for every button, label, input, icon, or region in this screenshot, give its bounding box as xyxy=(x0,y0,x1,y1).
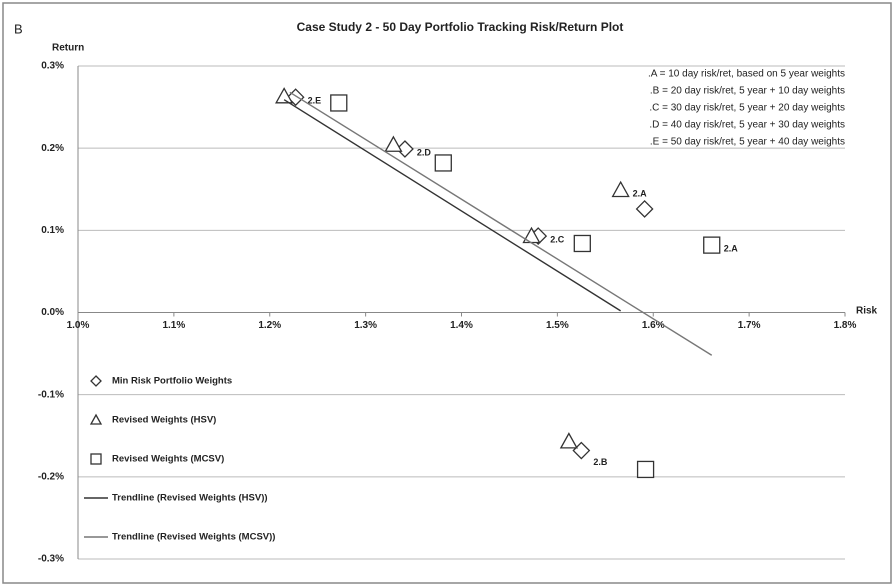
diamond-marker xyxy=(635,200,654,218)
point-label: 2.A xyxy=(724,243,739,253)
trendline xyxy=(283,99,622,312)
panel-label: B xyxy=(14,21,23,36)
point-label: 2.D xyxy=(417,147,432,157)
triangle-marker xyxy=(275,87,294,104)
square-marker xyxy=(90,453,102,465)
x-tick-label: 1.7% xyxy=(738,320,761,331)
chart-title: Case Study 2 - 50 Day Portfolio Tracking… xyxy=(297,20,624,34)
point-label: 2.B xyxy=(593,457,608,467)
point-label: 2.E xyxy=(308,96,322,106)
y-axis-title: Return xyxy=(52,43,84,54)
triangle-marker xyxy=(559,432,578,449)
diamond-marker xyxy=(396,140,414,158)
y-tick-label: 0.1% xyxy=(41,225,64,236)
square-marker xyxy=(636,460,655,479)
y-tick-label: -0.3% xyxy=(38,554,64,565)
point-label: 2.C xyxy=(550,234,565,244)
y-tick-label: -0.2% xyxy=(38,471,64,482)
square-marker xyxy=(703,236,721,254)
triangle-marker xyxy=(384,135,403,152)
x-tick-label: 1.2% xyxy=(258,320,281,331)
note: .A = 10 day risk/ret, based on 5 year we… xyxy=(648,69,845,80)
note: .E = 50 day risk/ret, 5 year + 40 day we… xyxy=(650,137,845,148)
square-marker xyxy=(330,94,348,112)
square-marker xyxy=(573,234,591,253)
legend-label: Trendline (Revised Weights (MCSV)) xyxy=(112,532,275,543)
note: .D = 40 day risk/ret, 5 year + 30 day we… xyxy=(649,120,845,131)
square-marker xyxy=(434,154,452,172)
diamond-marker xyxy=(286,88,305,107)
x-tick-label: 1.8% xyxy=(834,320,857,331)
x-tick-label: 1.0% xyxy=(67,320,90,331)
notes-box xyxy=(590,64,848,152)
diamond-marker xyxy=(90,375,102,387)
trendline xyxy=(289,91,713,356)
x-tick-label: 1.6% xyxy=(642,320,665,331)
y-tick-label: 0.3% xyxy=(41,61,64,72)
triangle-marker xyxy=(89,413,103,425)
x-tick-label: 1.1% xyxy=(162,320,185,331)
triangle-marker xyxy=(611,180,630,198)
note: .B = 20 day risk/ret, 5 year + 10 day we… xyxy=(650,86,845,97)
x-tick-label: 1.3% xyxy=(354,320,377,331)
note: .C = 30 day risk/ret, 5 year + 20 day we… xyxy=(649,103,845,114)
y-tick-label: 0.0% xyxy=(41,307,64,318)
x-axis-title: Risk xyxy=(856,306,878,317)
legend-label: Revised Weights (MCSV) xyxy=(112,454,224,465)
y-tick-label: -0.1% xyxy=(38,389,64,400)
point-label: 2.A xyxy=(633,188,648,198)
legend-label: Revised Weights (HSV) xyxy=(112,415,216,426)
x-tick-label: 1.4% xyxy=(450,320,473,331)
x-tick-label: 1.5% xyxy=(546,320,569,331)
y-tick-label: 0.2% xyxy=(41,143,64,154)
legend-label: Trendline (Revised Weights (HSV)) xyxy=(112,493,268,504)
legend-label: Min Risk Portfolio Weights xyxy=(112,376,232,387)
